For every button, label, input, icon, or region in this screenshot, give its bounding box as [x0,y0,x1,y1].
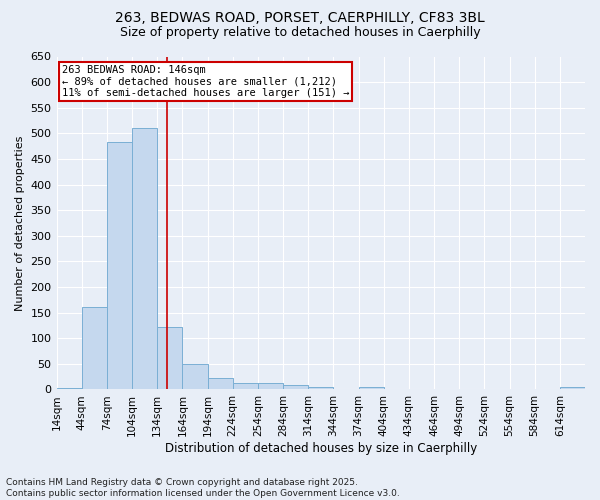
Bar [560,387,585,390]
Bar [208,378,233,390]
X-axis label: Distribution of detached houses by size in Caerphilly: Distribution of detached houses by size … [164,442,477,455]
Y-axis label: Number of detached properties: Number of detached properties [15,136,25,310]
Text: Size of property relative to detached houses in Caerphilly: Size of property relative to detached ho… [119,26,481,39]
Bar [182,364,208,390]
Bar [308,387,334,390]
Text: 263 BEDWAS ROAD: 146sqm
← 89% of detached houses are smaller (1,212)
11% of semi: 263 BEDWAS ROAD: 146sqm ← 89% of detache… [62,65,349,98]
Bar [82,308,107,390]
Text: 263, BEDWAS ROAD, PORSET, CAERPHILLY, CF83 3BL: 263, BEDWAS ROAD, PORSET, CAERPHILLY, CF… [115,12,485,26]
Text: Contains HM Land Registry data © Crown copyright and database right 2025.
Contai: Contains HM Land Registry data © Crown c… [6,478,400,498]
Bar [56,388,82,390]
Bar [283,386,308,390]
Bar [132,128,157,390]
Bar [157,327,182,390]
Bar [359,387,383,390]
Bar [107,142,132,390]
Bar [233,384,258,390]
Bar [258,384,283,390]
